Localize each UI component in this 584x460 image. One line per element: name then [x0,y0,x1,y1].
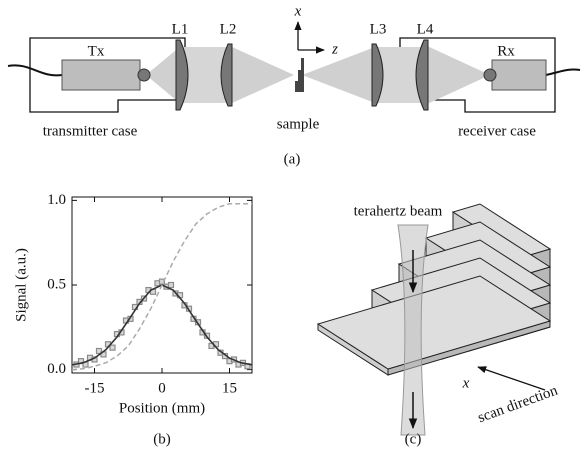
sample [292,58,304,92]
beam [146,45,182,105]
caption: (a) [284,151,301,167]
data-point [167,281,175,289]
cable [7,64,63,77]
x-tick-label: 15 [222,380,237,396]
caption: (b) [153,431,171,447]
rx-module [491,59,547,91]
lens [220,43,233,107]
axis-label: z [331,41,338,57]
tx-label: Tx [88,43,105,59]
lens-label: L4 [417,21,434,37]
emitter [137,68,151,82]
cable [545,68,581,76]
beam-label: terahertz beam [354,203,443,219]
panel-b: -15 0 15 0.0 0.5 1.0 Position (mm) Signal (a.u.… [13,192,253,447]
lens-label: L3 [370,21,387,37]
x-tick-label: -15 [85,380,105,396]
panel-a: x z Tx Rx L1 L2 L3 L4 sample transmitter… [7,3,581,167]
case-label: receiver case [458,123,536,139]
y-tick-label: 1.0 [47,192,66,208]
data-point [109,344,116,351]
scan-label: scan direction [476,382,561,426]
lens [175,39,189,111]
case-label: transmitter case [43,123,138,139]
data-point [95,347,103,355]
lens-label: L2 [220,21,237,37]
lens [371,43,384,107]
sample-label: sample [277,116,320,132]
y-tick-label: 0.0 [47,361,66,377]
x-tick-label: 0 [158,380,166,396]
y-axis-title: Signal (a.u.) [13,248,29,322]
lens [415,39,429,111]
y-tick-label: 0.5 [47,276,66,292]
beam [232,47,294,103]
beam [397,224,429,436]
panel-c: terahertz beam x scan direction (c) [316,203,561,447]
rx-label: Rx [497,43,515,59]
caption: (c) [405,431,422,447]
detector [483,68,497,82]
step-top [316,275,552,370]
transmitter-case [29,37,186,113]
dashed-line [71,203,252,371]
beam [302,47,375,103]
data-point [158,278,166,285]
beam [425,45,490,105]
tx-module [61,59,141,91]
axis-label: x [462,375,470,391]
lens-label: L1 [172,21,189,37]
axis-label: x [294,3,302,19]
scan-arrow [477,366,546,391]
x-axis-title: Position (mm) [119,400,205,416]
